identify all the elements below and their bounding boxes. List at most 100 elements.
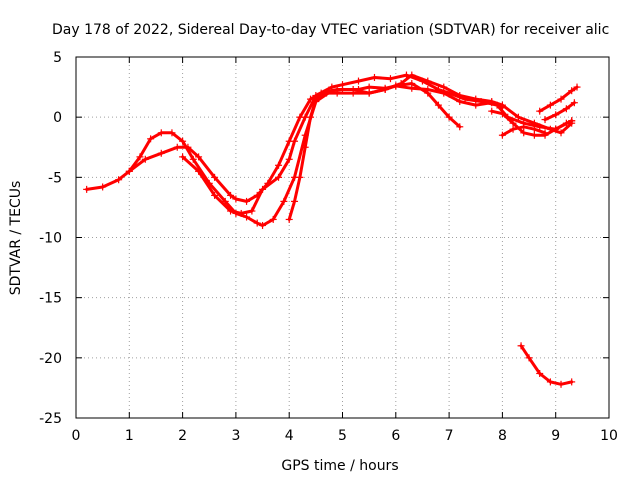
data-point: [530, 125, 538, 133]
y-tick-label: -15: [39, 291, 62, 307]
x-tick-label: 3: [231, 428, 240, 444]
chart-title: Day 178 of 2022, Sidereal Day-to-day VTE…: [52, 22, 609, 38]
data-point: [568, 117, 576, 125]
data-point: [434, 85, 442, 93]
data-point: [424, 85, 432, 93]
data-point: [237, 209, 245, 217]
data-point: [291, 137, 299, 145]
data-point: [99, 183, 107, 191]
series-line-track-3: [181, 73, 574, 215]
data-point: [408, 84, 416, 92]
x-tick-label: 9: [551, 428, 560, 444]
data-point: [530, 131, 538, 139]
y-tick-label: -20: [39, 351, 62, 367]
y-axis-label: SDTVAR / TECUs: [8, 181, 24, 296]
data-point: [530, 119, 538, 127]
data-point: [147, 135, 155, 143]
data-point: [232, 195, 240, 203]
data-point: [562, 105, 570, 113]
data-point: [259, 185, 267, 193]
data-point: [568, 378, 576, 386]
series-line-track-4: [287, 73, 574, 221]
data-point: [136, 153, 144, 161]
data-point: [312, 95, 320, 103]
data-point: [275, 173, 283, 181]
data-point: [557, 380, 565, 388]
data-point: [301, 143, 309, 151]
data-point: [211, 173, 219, 181]
x-tick-label: 8: [498, 428, 507, 444]
data-point: [557, 95, 565, 103]
data-point: [83, 185, 91, 193]
data-point: [498, 101, 506, 109]
data-point: [424, 77, 432, 85]
data-point: [248, 207, 256, 215]
data-point: [115, 176, 123, 184]
x-tick-label: 5: [338, 428, 347, 444]
data-series: [83, 71, 581, 388]
data-point: [434, 101, 442, 109]
data-point: [296, 173, 304, 181]
data-point: [179, 137, 187, 145]
data-point: [157, 129, 165, 137]
x-tick-label: 6: [391, 428, 400, 444]
data-point: [365, 83, 373, 91]
series-line-track-1: [85, 82, 462, 227]
data-point: [227, 207, 235, 215]
data-point: [328, 83, 336, 91]
data-point: [189, 155, 197, 163]
data-point: [573, 83, 581, 91]
data-point: [498, 131, 506, 139]
data-point: [243, 213, 251, 221]
data-point: [285, 155, 293, 163]
data-point: [570, 99, 578, 107]
data-point: [291, 197, 299, 205]
data-point: [370, 73, 378, 81]
data-point: [184, 143, 192, 151]
x-tick-label: 2: [178, 428, 187, 444]
data-point: [349, 89, 357, 97]
data-point: [211, 191, 219, 199]
data-point: [536, 107, 544, 115]
data-point: [546, 378, 554, 386]
data-point: [562, 119, 570, 127]
data-point: [488, 98, 496, 106]
x-tick-label: 0: [72, 428, 81, 444]
data-point: [141, 155, 149, 163]
data-point: [323, 89, 331, 97]
data-point: [498, 110, 506, 118]
data-point: [546, 101, 554, 109]
data-point: [536, 369, 544, 377]
data-point: [541, 129, 549, 137]
axis-ticks: 0 1 2 3 4 5 6 7 8 9 10 5 0 -5 -10 -15 -20 -25: [39, 50, 618, 444]
data-point: [520, 129, 528, 137]
data-point: [243, 197, 251, 205]
data-point: [509, 119, 517, 127]
data-point: [517, 342, 525, 350]
y-tick-label: 5: [53, 50, 62, 66]
data-point: [157, 149, 165, 157]
x-tick-label: 10: [600, 428, 618, 444]
data-point: [381, 85, 389, 93]
data-point: [488, 107, 496, 115]
data-point: [568, 87, 576, 95]
data-point: [195, 153, 203, 161]
series-line-track-8: [543, 101, 576, 122]
data-point: [275, 161, 283, 169]
grid: [76, 57, 609, 418]
data-point: [354, 77, 362, 85]
x-tick-label: 7: [445, 428, 454, 444]
data-point: [253, 219, 261, 227]
y-tick-label: -10: [39, 231, 62, 247]
data-point: [195, 167, 203, 175]
data-point: [456, 123, 464, 131]
data-point: [472, 95, 480, 103]
data-point: [509, 125, 517, 133]
series-line-track-9: [519, 344, 574, 386]
data-point: [285, 215, 293, 223]
data-point: [445, 113, 453, 121]
data-point: [168, 129, 176, 137]
data-point: [520, 123, 528, 131]
y-tick-label: 0: [53, 110, 62, 126]
